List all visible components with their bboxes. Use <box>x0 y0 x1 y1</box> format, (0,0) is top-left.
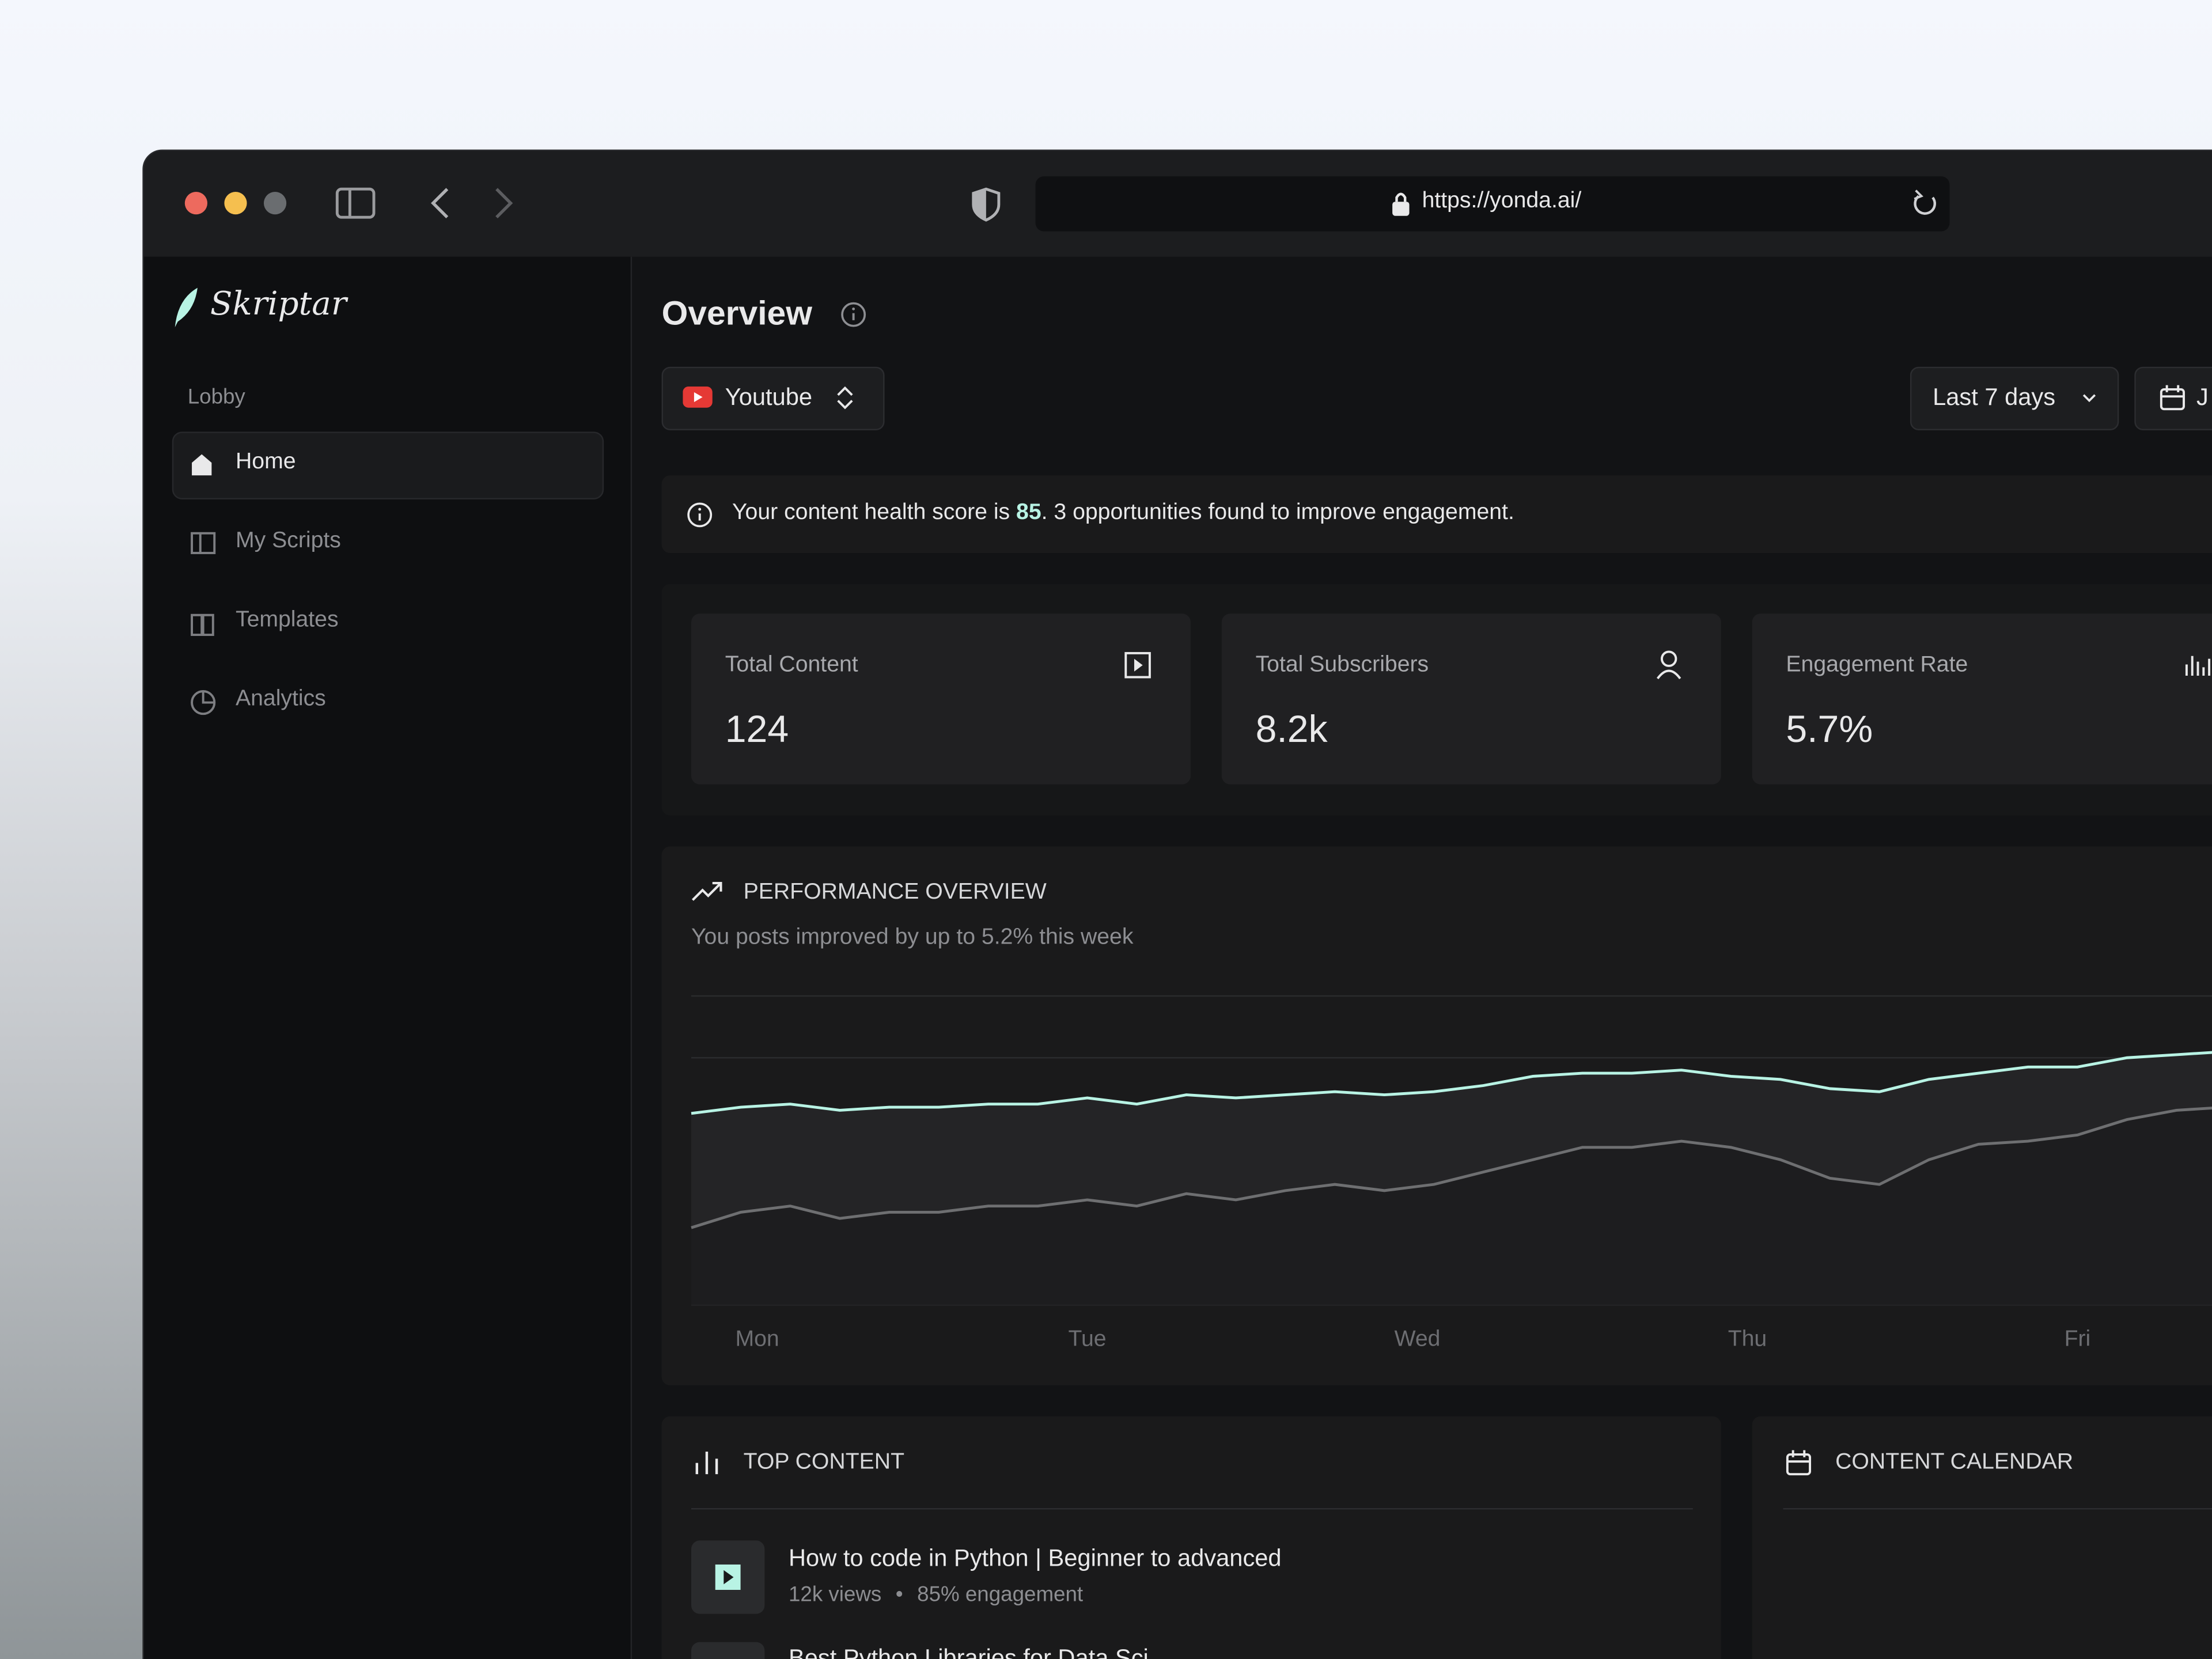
chevron <box>2082 394 2096 403</box>
brand: Skriptar <box>210 286 347 323</box>
bar-icon <box>695 1452 718 1475</box>
page-title: Overview <box>661 294 812 333</box>
info-icon <box>841 302 866 327</box>
calendar-icon <box>2160 385 2185 411</box>
nav-icons-rest <box>191 532 216 715</box>
x-tick-label: Mon <box>735 1326 779 1351</box>
nav-item[interactable]: Analytics <box>235 687 326 711</box>
nav-item[interactable]: Templates <box>235 608 339 632</box>
range-select[interactable] <box>1910 366 2119 430</box>
calendar-card <box>1752 1416 2212 1659</box>
banner-score: 85 <box>1016 501 1041 525</box>
stat-card <box>691 613 1191 785</box>
content-title[interactable]: How to code in Python | Beginner to adva… <box>788 1544 1282 1572</box>
health-banner <box>661 475 2212 554</box>
bar-icon <box>2185 656 2211 676</box>
toolbar-icons <box>184 176 1950 232</box>
content-meta: 12k views • 85% engagement <box>789 1583 1083 1607</box>
dot-sep: • <box>895 1582 903 1607</box>
banner-text: Your content health score is 85. 3 oppor… <box>732 501 1514 526</box>
performance-subtitle: You posts improved by up to 5.2% this we… <box>691 925 1134 950</box>
area <box>691 1108 2212 1305</box>
banner-before: Your content health score is <box>732 501 1017 525</box>
line <box>691 1107 2212 1229</box>
x-tick-label: Fri <box>2065 1326 2091 1351</box>
x-tick-label: Wed <box>1395 1326 1441 1351</box>
x-tick-label: Tue <box>1069 1326 1107 1351</box>
date-button[interactable] <box>2134 366 2212 430</box>
chevrons <box>837 386 853 410</box>
url[interactable]: https://yonda.ai/ <box>1422 189 1582 213</box>
nav-section: Lobby <box>187 385 245 410</box>
divider <box>1783 1508 2212 1510</box>
stat-card <box>1221 613 1721 785</box>
date-label[interactable]: J <box>2196 384 2209 411</box>
x-tick-label: Thu <box>1728 1326 1767 1351</box>
stat-card <box>1752 613 2212 785</box>
play-icon <box>715 1564 741 1590</box>
stat-label: Total Content <box>725 653 858 677</box>
line <box>691 1051 2212 1115</box>
banner-after: . 3 opportunities found to improve engag… <box>1041 501 1514 525</box>
info-icon <box>687 502 713 528</box>
logo-icon <box>175 287 198 328</box>
stat-value: 5.7% <box>1786 708 1873 751</box>
calendar-title: CONTENT CALENDAR <box>1835 1450 2074 1475</box>
performance-title: PERFORMANCE OVERVIEW <box>743 880 1047 904</box>
platform-label[interactable]: Youtube <box>725 384 813 411</box>
range-label[interactable]: Last 7 days <box>1933 384 2056 411</box>
calendar-icon <box>1786 1450 1812 1476</box>
content-title[interactable]: Best Python Libraries for Data Sci <box>788 1645 1149 1659</box>
nav-item[interactable]: Home <box>235 450 296 474</box>
divider <box>691 1508 1693 1510</box>
stat-label: Engagement Rate <box>1786 653 1968 677</box>
top-content-title: TOP CONTENT <box>743 1450 905 1475</box>
top-content-card <box>661 1416 1721 1659</box>
nav-icons <box>192 454 212 476</box>
sidebar: Skriptar Lobby Home My Scripts Templates… <box>143 256 632 1659</box>
trend-icon <box>691 881 722 901</box>
stat-value: 124 <box>725 708 789 751</box>
thumb <box>691 1642 765 1659</box>
stat-icons <box>1124 650 1681 680</box>
nav-item[interactable]: My Scripts <box>235 529 341 554</box>
stat-label: Total Subscribers <box>1255 653 1429 677</box>
title-bar: https://yonda.ai/ <box>143 151 2212 257</box>
stat-value: 8.2k <box>1255 708 1328 751</box>
engagement: 85% engagement <box>917 1582 1084 1607</box>
nav-active-bg <box>172 431 604 499</box>
views: 12k views <box>788 1582 882 1607</box>
youtube-icon <box>683 387 713 408</box>
